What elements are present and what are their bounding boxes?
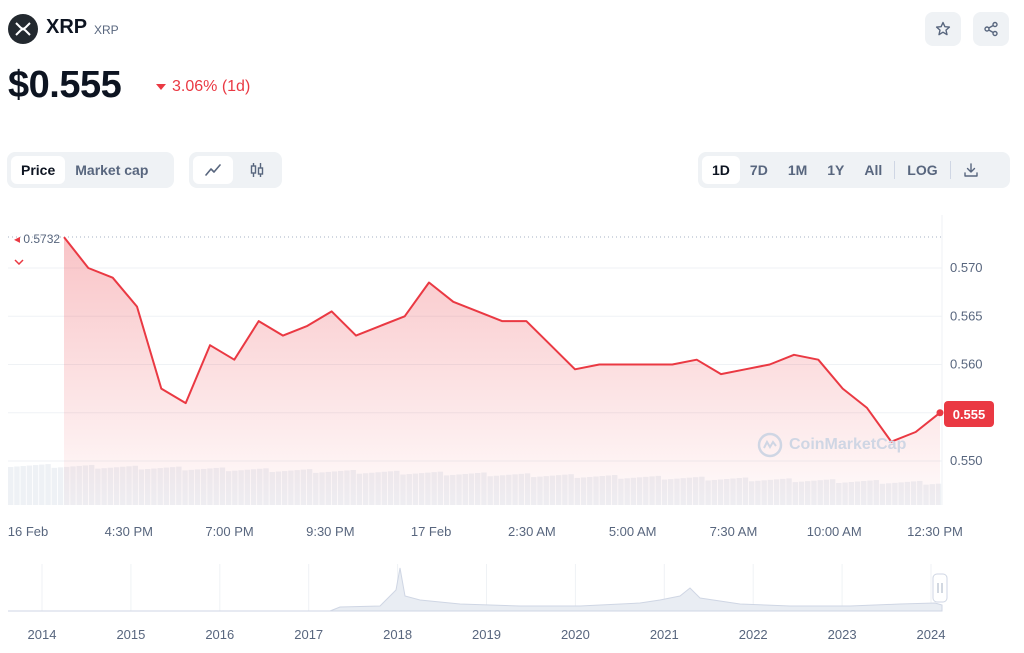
year-label: 2022 bbox=[739, 627, 768, 642]
star-icon bbox=[935, 21, 951, 36]
share-button[interactable] bbox=[973, 12, 1009, 46]
chevron-down-icon bbox=[14, 252, 24, 266]
tab-market-cap[interactable]: Market cap bbox=[75, 162, 149, 178]
coin-symbol: XRP bbox=[94, 23, 119, 37]
line-chart-icon bbox=[205, 164, 221, 176]
volume-bar bbox=[8, 467, 14, 505]
year-label: 2020 bbox=[561, 627, 590, 642]
range-1m[interactable]: 1M bbox=[787, 162, 808, 178]
x-tick-label: 5:00 AM bbox=[609, 524, 657, 539]
metric-tabs: Price Market cap bbox=[7, 152, 174, 188]
range-all[interactable]: All bbox=[864, 162, 883, 178]
volume-bar bbox=[14, 466, 20, 505]
coinmarketcap-logo-icon bbox=[757, 432, 783, 458]
volume-bar bbox=[32, 465, 39, 505]
chart-type-toggle bbox=[189, 152, 282, 188]
x-tick-label: 7:00 PM bbox=[205, 524, 253, 539]
range-navigator[interactable]: 2014 2015 2016 2017 2018 2019 2020 2021 2022 2023… bbox=[0, 560, 1024, 653]
range-tabs: 1D 7D 1M 1Y All LOG bbox=[698, 152, 1010, 188]
range-1y[interactable]: 1Y bbox=[827, 162, 845, 178]
year-label: 2017 bbox=[294, 627, 323, 642]
caret-down-icon bbox=[156, 84, 166, 90]
volume-bar bbox=[39, 464, 45, 505]
log-scale-toggle[interactable]: LOG bbox=[907, 162, 938, 178]
volume-bar bbox=[20, 466, 26, 505]
candlestick-button[interactable] bbox=[237, 156, 277, 184]
coin-name: XRP bbox=[46, 16, 88, 38]
y-tick-label: 0.550 bbox=[950, 453, 983, 468]
volume-bar bbox=[57, 467, 64, 505]
divider bbox=[949, 161, 951, 179]
range-1d[interactable]: 1D bbox=[702, 156, 740, 184]
price-change-value: 3.06% (1d) bbox=[172, 78, 251, 95]
y-tick-label: 0.560 bbox=[950, 357, 983, 372]
x-tick-label: 12:30 PM bbox=[907, 524, 963, 539]
x-tick-label: 16 Feb bbox=[8, 524, 48, 539]
navigator-area bbox=[329, 567, 943, 612]
price-line bbox=[63, 236, 941, 443]
x-tick-label: 10:00 AM bbox=[807, 524, 862, 539]
watchlist-button[interactable] bbox=[925, 12, 961, 46]
navigator-handle[interactable] bbox=[932, 573, 948, 603]
volume-bar bbox=[26, 465, 33, 505]
year-label: 2016 bbox=[205, 627, 234, 642]
divider bbox=[894, 161, 896, 179]
x-tick-label: 7:30 AM bbox=[710, 524, 758, 539]
x-tick-label: 2:30 AM bbox=[508, 524, 556, 539]
current-price-badge: 0.555 bbox=[944, 401, 994, 427]
high-price-label: ◂ 0.5732 bbox=[14, 232, 61, 246]
range-7d[interactable]: 7D bbox=[749, 162, 768, 178]
candlestick-icon bbox=[250, 163, 264, 177]
y-tick-label: 0.565 bbox=[950, 308, 983, 323]
current-price: $0.555 bbox=[8, 64, 122, 106]
download-icon bbox=[963, 163, 978, 177]
download-button[interactable] bbox=[953, 156, 989, 184]
price-change: 3.06% (1d) bbox=[156, 78, 250, 96]
price-chart[interactable]: 0.570 0.565 0.560 0.550 16 Feb 4:30 PM 7:00 P… bbox=[0, 200, 1024, 550]
watermark: CoinMarketCap bbox=[757, 432, 906, 458]
y-tick-label: 0.570 bbox=[950, 260, 983, 275]
tab-price[interactable]: Price bbox=[11, 156, 66, 184]
year-label: 2023 bbox=[828, 627, 857, 642]
x-tick-label: 9:30 PM bbox=[306, 524, 354, 539]
volume-bar bbox=[51, 467, 58, 505]
year-labels: 2014 2015 2016 2017 2018 2019 2020 2021 2022 2023… bbox=[28, 627, 946, 642]
current-price-dot bbox=[936, 409, 944, 417]
year-label: 2014 bbox=[28, 627, 57, 642]
line-chart-button[interactable] bbox=[193, 156, 233, 184]
year-label: 2018 bbox=[383, 627, 412, 642]
share-icon bbox=[984, 21, 998, 37]
y-axis-ticks: 0.570 0.565 0.560 0.550 bbox=[950, 260, 983, 468]
price-area bbox=[64, 237, 940, 505]
year-label: 2015 bbox=[116, 627, 145, 642]
xrp-logo-icon bbox=[8, 14, 38, 44]
year-label: 2024 bbox=[917, 627, 946, 642]
year-label: 2019 bbox=[472, 627, 501, 642]
x-tick-label: 17 Feb bbox=[411, 524, 451, 539]
year-label: 2021 bbox=[650, 627, 679, 642]
volume-bar bbox=[45, 464, 51, 505]
x-tick-label: 4:30 PM bbox=[105, 524, 153, 539]
x-axis-ticks: 16 Feb 4:30 PM 7:00 PM 9:30 PM 17 Feb 2:30 AM… bbox=[8, 524, 963, 539]
